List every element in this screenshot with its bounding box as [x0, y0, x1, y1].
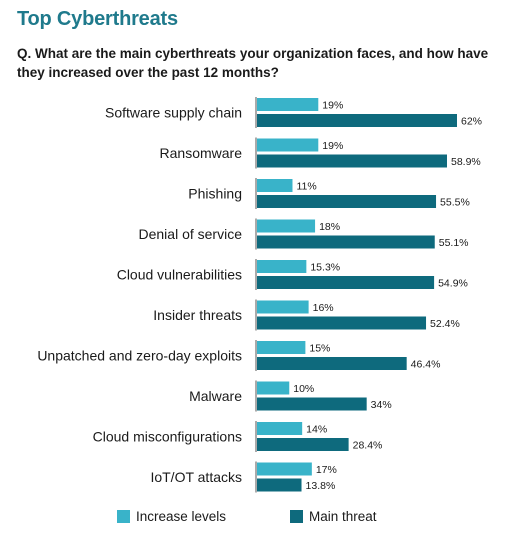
data-label: 55.5%	[440, 197, 470, 209]
category-label: Cloud vulnerabilities	[117, 267, 242, 283]
bar-main-threat	[257, 478, 302, 492]
data-label: 58.9%	[451, 156, 481, 168]
bar-main-threat	[257, 154, 447, 168]
bar-main-threat	[257, 397, 367, 411]
data-label: 34%	[371, 399, 392, 411]
bar-main-threat	[257, 316, 427, 330]
bar-increase	[257, 219, 316, 233]
page-title: Top Cyberthreats	[17, 8, 178, 30]
legend-swatch-main	[290, 510, 303, 523]
data-label: 19%	[322, 140, 343, 152]
data-label: 11%	[296, 181, 316, 193]
legend-swatch-increase	[117, 510, 130, 523]
data-label: 55.1%	[439, 237, 469, 249]
data-label: 15.3%	[310, 262, 340, 274]
category-label: Denial of service	[139, 226, 243, 242]
chart-legend: Increase levels Main threat	[0, 509, 517, 529]
data-label: 14%	[306, 424, 327, 436]
bar-chart: Software supply chain 19% 62% Ransomware 19%…	[37, 97, 482, 493]
bar-main-threat	[257, 114, 457, 127]
bar-main-threat	[257, 357, 407, 370]
legend-label-increase: Increase levels	[136, 509, 227, 524]
data-label: 16%	[313, 302, 334, 314]
bar-main-threat	[257, 276, 435, 289]
bar-increase	[257, 422, 303, 435]
data-label: 13.8%	[306, 480, 336, 492]
bar-increase	[257, 260, 307, 273]
bar-increase	[257, 341, 306, 354]
data-label: 15%	[309, 343, 330, 355]
data-label: 28.4%	[353, 440, 383, 452]
data-label: 46.4%	[411, 359, 441, 371]
bar-increase	[257, 98, 319, 111]
bar-increase	[257, 381, 290, 395]
data-label: 17%	[316, 464, 337, 476]
legend-item-main: Main threat	[290, 509, 377, 524]
legend-label-main: Main threat	[309, 509, 377, 524]
data-label: 62%	[461, 116, 482, 128]
bar-increase	[257, 300, 309, 314]
category-label: Unpatched and zero-day exploits	[37, 348, 242, 364]
legend-item-increase: Increase levels	[117, 509, 226, 524]
data-label: 52.4%	[430, 318, 460, 330]
survey-question: Q. What are the main cyberthreats your o…	[17, 46, 489, 80]
category-label: Malware	[189, 388, 242, 404]
bar-main-threat	[257, 235, 435, 249]
category-label: Ransomware	[160, 145, 243, 161]
data-label: 18%	[319, 221, 340, 233]
category-label: IoT/OT attacks	[150, 469, 242, 485]
data-label: 19%	[322, 100, 343, 112]
data-label: 10%	[293, 383, 314, 395]
data-label: 54.9%	[438, 278, 468, 290]
bar-increase	[257, 462, 312, 476]
bar-main-threat	[257, 195, 437, 208]
category-label: Cloud misconfigurations	[93, 429, 242, 445]
category-label: Insider threats	[153, 307, 242, 323]
category-label: Software supply chain	[105, 105, 242, 121]
category-label: Phishing	[188, 186, 242, 202]
bar-increase	[257, 179, 293, 192]
bar-main-threat	[257, 438, 349, 451]
bar-increase	[257, 138, 319, 152]
